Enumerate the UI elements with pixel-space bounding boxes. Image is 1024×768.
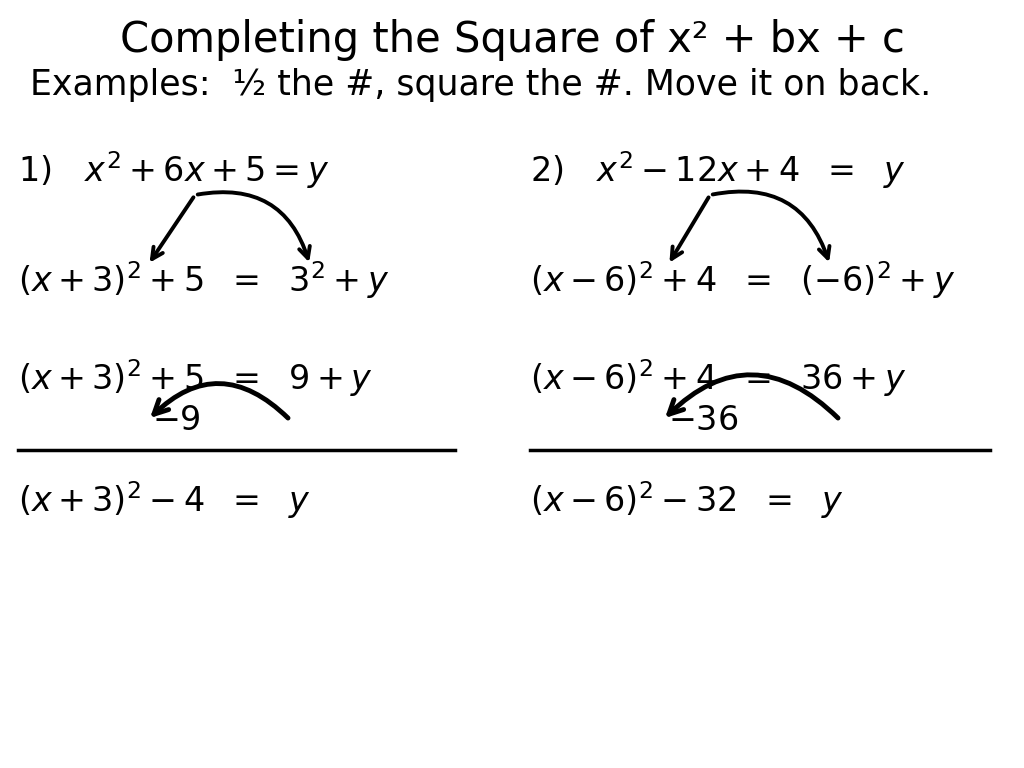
Text: $(x - 6)^2 + 4\ \ =\ \ 36 + y$: $(x - 6)^2 + 4\ \ =\ \ 36 + y$ bbox=[530, 357, 906, 399]
Text: $2)\ \ \ x^2 - 12x + 4\ \ =\ \ y$: $2)\ \ \ x^2 - 12x + 4\ \ =\ \ y$ bbox=[530, 149, 905, 191]
Text: $(x - 6)^2 + 4\ \ =\ \ (-6)^2 + y$: $(x - 6)^2 + 4\ \ =\ \ (-6)^2 + y$ bbox=[530, 259, 955, 301]
Text: $(x + 3)^2 - 4\ \ =\ \ y$: $(x + 3)^2 - 4\ \ =\ \ y$ bbox=[18, 479, 311, 521]
Text: $(x + 3)^2 + 5\ \ =\ \ 9 + y$: $(x + 3)^2 + 5\ \ =\ \ 9 + y$ bbox=[18, 357, 373, 399]
Text: Completing the Square of x² + bx + c: Completing the Square of x² + bx + c bbox=[120, 19, 904, 61]
Text: Examples:  ½ the #, square the #. Move it on back.: Examples: ½ the #, square the #. Move it… bbox=[30, 68, 931, 102]
Text: $1)\ \ \ x^2 + 6x + 5 = y$: $1)\ \ \ x^2 + 6x + 5 = y$ bbox=[18, 149, 329, 191]
Text: $- 36$: $- 36$ bbox=[668, 403, 738, 436]
Text: $- 9$: $- 9$ bbox=[152, 403, 201, 436]
Text: $(x + 3)^2 + 5\ \ =\ \ 3^2 + y$: $(x + 3)^2 + 5\ \ =\ \ 3^2 + y$ bbox=[18, 259, 389, 301]
Text: $(x - 6)^2 - 32\ \ =\ \ y$: $(x - 6)^2 - 32\ \ =\ \ y$ bbox=[530, 479, 844, 521]
